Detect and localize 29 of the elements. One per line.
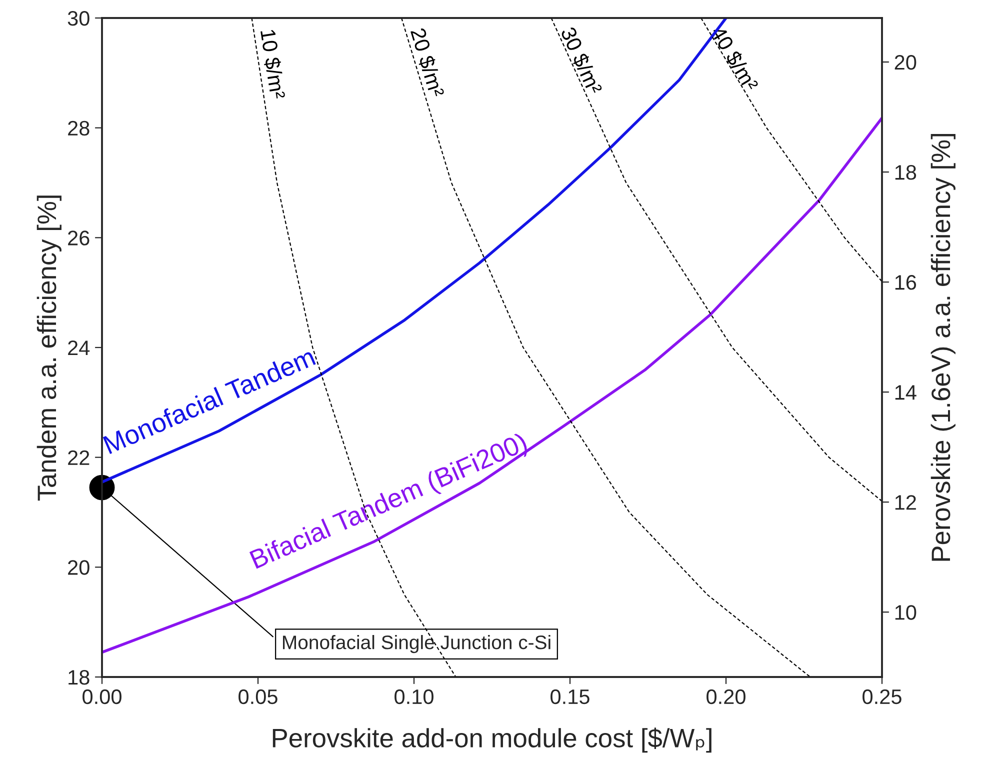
x-axis-title: Perovskite add-on module cost [$/Wₚ] [272,728,712,753]
line-series [102,116,882,654]
text: 30 $/m² [559,26,604,96]
y2-tick-label: 16 [895,275,916,290]
y-tick-label: 26 [68,230,90,246]
y2-tick-label: 10 [895,605,916,620]
y-axis-title: Tandem a.a. efficiency [%] [36,196,62,501]
y-tick-label: 20 [68,560,90,575]
line-series [700,18,882,282]
y2-tick-label: 14 [895,385,916,400]
x-tick-label: 0.10 [394,689,434,704]
text: 20 $/m² [409,27,446,98]
annotation: Monofacial Single Junction c-Si [282,634,550,654]
x-tick-label: 0.15 [550,689,590,704]
x-tick-label: 0.05 [238,689,278,704]
y2-tick-label: 20 [894,55,916,70]
y-tick-label: 24 [68,340,90,356]
y-tick-label: 22 [68,450,90,465]
x-tick-label: 0.20 [706,689,746,704]
y2-tick-label: 18 [895,165,916,180]
y2-axis-title: Perovskite (1.6eV) a.a. efficiency [%] [930,134,956,561]
line-series [550,18,882,502]
y-tick-label: 30 [68,11,90,26]
y2-tick-label: 12 [895,495,916,510]
x-tick-label: 0.25 [862,689,902,704]
x-tick-label: 0.00 [82,689,122,704]
y-tick-label: 28 [68,120,90,136]
text: 10 $/m² [259,29,286,100]
y-tick-label: 18 [68,670,90,685]
